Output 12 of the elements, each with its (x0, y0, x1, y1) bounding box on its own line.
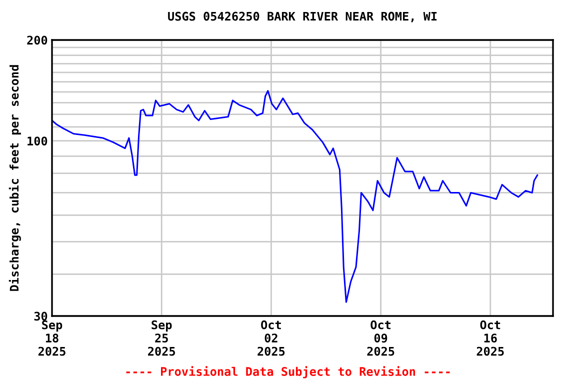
y-axis-title: Discharge, cubic feet per second (8, 65, 21, 291)
x-tick-label: Oct 09 2025 (367, 320, 394, 356)
x-tick-label: Oct 02 2025 (258, 320, 285, 356)
chart-title: USGS 05426250 BARK RIVER NEAR ROME, WI (168, 12, 437, 22)
text: ---- Provisional Data Subject to Revision ---- (126, 366, 450, 378)
y-tick-label: 100 (28, 136, 48, 146)
line-series (52, 90, 538, 303)
x-tick-label: Sep 18 2025 (38, 320, 66, 356)
y-tick-label: 200 (27, 36, 48, 45)
y-tick-label: 30 (34, 312, 48, 321)
x-tick-label: Sep 25 2025 (148, 320, 176, 356)
x-tick-label: Oct 16 2025 (476, 320, 504, 356)
